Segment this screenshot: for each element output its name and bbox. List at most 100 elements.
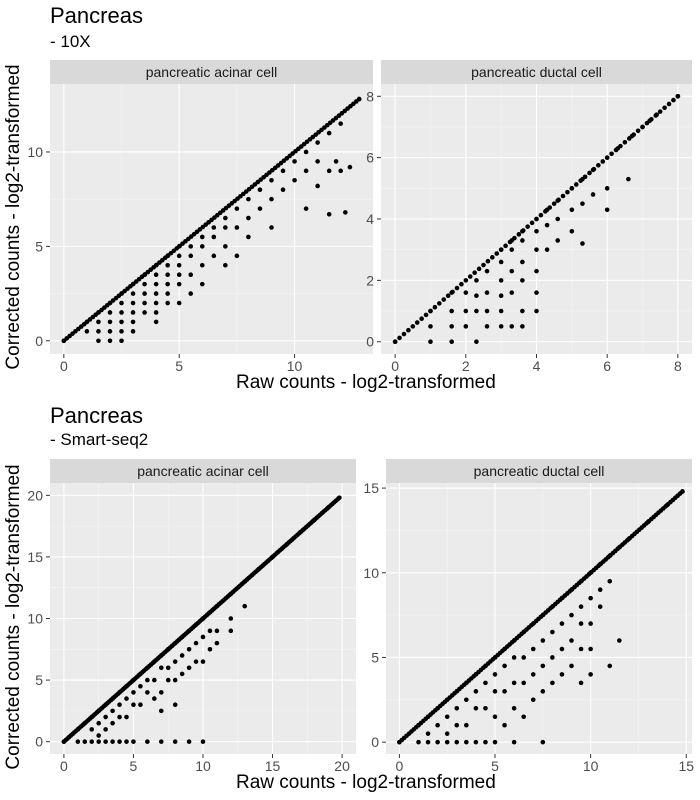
x-tick-label: 15 xyxy=(265,758,281,774)
figure-subtitle: - 10X xyxy=(50,32,91,51)
data-point xyxy=(483,739,488,745)
data-point xyxy=(200,739,206,744)
data-point xyxy=(502,663,507,669)
data-point xyxy=(580,176,585,182)
data-point xyxy=(559,621,565,626)
y-tick-label: 0 xyxy=(35,333,43,349)
data-point xyxy=(130,319,136,325)
y-tick-label: 15 xyxy=(363,480,379,496)
data-point xyxy=(211,234,217,240)
data-point xyxy=(509,324,515,329)
data-point xyxy=(145,739,150,744)
data-point xyxy=(410,324,416,329)
data-point xyxy=(131,690,136,695)
data-point xyxy=(131,677,136,683)
data-point xyxy=(153,281,159,287)
x-tick-label: 5 xyxy=(491,758,499,774)
data-point xyxy=(246,196,251,202)
data-point xyxy=(153,300,159,306)
data-point xyxy=(401,331,407,337)
data-point xyxy=(153,272,159,277)
y-tick-label: 20 xyxy=(27,487,43,503)
data-point xyxy=(555,198,561,203)
data-point xyxy=(454,285,460,291)
data-point xyxy=(107,300,113,306)
data-point xyxy=(152,696,157,701)
data-point xyxy=(645,519,651,525)
data-point xyxy=(165,281,170,287)
x-tick-label: 0 xyxy=(60,758,68,774)
data-point xyxy=(119,291,124,296)
data-point xyxy=(107,319,113,325)
data-point xyxy=(397,739,402,745)
data-point xyxy=(131,739,136,744)
data-point xyxy=(463,308,469,314)
data-point xyxy=(130,291,136,296)
data-point xyxy=(444,714,450,720)
data-point xyxy=(176,300,182,306)
data-point xyxy=(550,604,555,609)
data-point xyxy=(280,187,286,193)
data-point xyxy=(484,324,490,329)
data-point xyxy=(435,705,440,711)
data-point xyxy=(534,247,539,252)
data-point xyxy=(540,739,546,745)
data-point xyxy=(343,210,348,215)
data-point xyxy=(211,225,217,230)
data-point xyxy=(449,290,454,295)
data-point xyxy=(200,634,206,640)
data-point xyxy=(604,207,610,213)
data-point xyxy=(435,739,440,745)
data-point xyxy=(520,308,525,314)
panel-strip-ductal: pancreatic ductal cell xyxy=(386,459,692,483)
data-point xyxy=(186,665,192,671)
data-point xyxy=(107,338,113,344)
data-point xyxy=(604,186,610,191)
x-tick-label: 2 xyxy=(462,358,470,374)
data-point xyxy=(186,646,192,652)
data-point xyxy=(110,739,115,744)
data-point xyxy=(199,244,205,249)
data-point xyxy=(130,281,136,287)
data-point xyxy=(138,671,143,677)
data-point xyxy=(529,220,535,226)
data-point xyxy=(569,186,575,191)
data-point xyxy=(246,215,251,221)
data-point xyxy=(550,629,555,635)
data-point xyxy=(142,310,147,315)
data-point xyxy=(498,247,504,252)
figure-title: Pancreas xyxy=(50,403,143,428)
data-point xyxy=(425,731,431,736)
data-point xyxy=(680,489,685,494)
data-point xyxy=(555,238,561,243)
data-point xyxy=(193,659,199,664)
data-point xyxy=(609,151,614,157)
data-point xyxy=(193,640,199,646)
data-point xyxy=(498,278,504,283)
data-point xyxy=(425,739,431,745)
data-point xyxy=(223,215,228,221)
data-point xyxy=(483,663,488,669)
y-tick-label: 10 xyxy=(27,144,43,160)
x-tick-label: 10 xyxy=(287,358,303,374)
data-point xyxy=(223,244,228,249)
data-point xyxy=(464,722,469,728)
data-point xyxy=(130,310,136,315)
data-point xyxy=(186,739,192,744)
data-point xyxy=(449,308,454,314)
data-point xyxy=(107,329,113,334)
data-point xyxy=(472,270,477,275)
data-point xyxy=(284,542,289,547)
data-point xyxy=(580,201,585,206)
data-point xyxy=(481,262,486,268)
data-point xyxy=(107,310,113,315)
panel-0-marks: 0 5 10 0 5 10 xyxy=(27,84,373,374)
data-point xyxy=(96,733,101,738)
data-point xyxy=(117,714,122,720)
data-point xyxy=(347,164,353,170)
data-point xyxy=(392,339,398,345)
data-point xyxy=(337,495,342,501)
data-point xyxy=(597,562,603,567)
data-point xyxy=(315,159,320,164)
data-point xyxy=(464,739,469,745)
